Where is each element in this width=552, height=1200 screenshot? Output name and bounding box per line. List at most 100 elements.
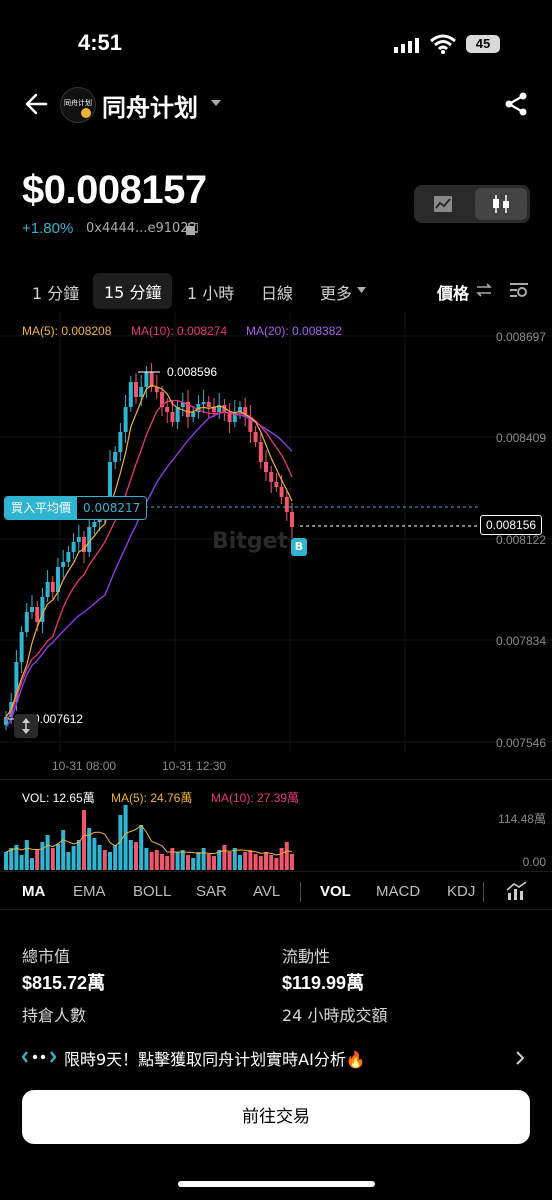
volume-bar [9, 848, 14, 870]
volume-bar [118, 815, 123, 870]
price-chart[interactable] [0, 312, 552, 782]
volume-bar [217, 850, 222, 870]
line-chart-tab[interactable] [417, 188, 469, 220]
volume-bar [14, 845, 19, 870]
vol-ma5-legend: MA(5): 24.76萬 [111, 791, 193, 805]
candle [118, 432, 123, 452]
buy-marker[interactable]: B [291, 538, 307, 556]
watermark: Bitget [212, 529, 289, 554]
candle [217, 405, 222, 412]
volume-bar [186, 855, 190, 870]
candle [258, 442, 263, 462]
volume-bar [269, 855, 274, 870]
volume-bar [222, 845, 227, 870]
ma20-line [5, 411, 293, 728]
indicator-divider [483, 882, 484, 902]
volume-bar [24, 840, 29, 870]
chart-settings-icon[interactable] [509, 281, 529, 299]
volume-bar [19, 855, 24, 870]
volume-bar [196, 852, 201, 870]
volume-axis-label: 114.48萬 [498, 812, 546, 826]
volume-bar [165, 856, 170, 870]
candle [253, 432, 258, 442]
promo-banner[interactable] [0, 1030, 552, 1084]
price-change: +1.80% [22, 220, 74, 237]
volume-ma5-line [5, 824, 293, 856]
candle [160, 392, 164, 407]
volume-bar [175, 852, 180, 870]
back-arrow-icon[interactable] [24, 92, 48, 116]
low-label: 0.007612 [33, 712, 84, 726]
volume-bar [139, 825, 144, 870]
chart-type-toggle[interactable] [414, 185, 530, 223]
tab-1h[interactable]: 1 小時 [187, 284, 235, 303]
status-time: 4:51 [78, 30, 123, 55]
indicator-ma[interactable]: MA [22, 883, 46, 900]
tab-1m[interactable]: 1 分鐘 [32, 284, 80, 303]
volume-bar [264, 852, 268, 870]
volume-24h-label: 24 小時成交額 [282, 1006, 388, 1025]
indicator-vol[interactable]: VOL [320, 883, 351, 900]
market-cap-value: $815.72萬 [22, 973, 106, 993]
candle [66, 552, 71, 562]
candle [40, 597, 45, 622]
indicator-avl[interactable]: AVL [253, 883, 281, 900]
volume-bar [279, 848, 284, 870]
go-to-trade-button[interactable]: 前往交易 [22, 1090, 530, 1144]
candle [290, 512, 294, 527]
volume-bar [71, 846, 76, 870]
candle [87, 527, 92, 552]
cellular-signal-icon [394, 38, 419, 53]
candle [165, 407, 170, 412]
chevron-right-icon [516, 1051, 524, 1065]
vol-legend: VOL: 12.65萬 [22, 791, 95, 805]
indicator-kdj[interactable]: KDJ [447, 883, 476, 900]
ma10-line [5, 399, 293, 722]
chevron-down-icon[interactable] [210, 99, 222, 107]
scroll-to-latest-button[interactable] [14, 714, 38, 738]
token-title[interactable]: 同舟计划 [102, 94, 198, 122]
copy-icon[interactable] [186, 223, 198, 235]
candle [76, 537, 81, 542]
price-toggle-label[interactable]: 價格 [437, 284, 470, 303]
swap-icon[interactable] [476, 283, 492, 297]
indicator-sar[interactable]: SAR [196, 883, 227, 900]
volume-bar [97, 845, 102, 870]
candle [212, 407, 216, 412]
candle [134, 382, 138, 397]
candle [175, 407, 180, 422]
indicator-boll[interactable]: BOLL [133, 883, 172, 900]
vol-ma10-legend: MA(10): 27.39萬 [211, 791, 300, 805]
volume-chart [4, 805, 294, 870]
candle [201, 402, 206, 404]
candlestick-chart-tab[interactable] [475, 188, 527, 220]
indicator-macd[interactable]: MACD [376, 883, 421, 900]
price-axis-label: 0.008409 [495, 431, 546, 445]
candle [222, 405, 227, 412]
candle [123, 407, 128, 432]
volume-bar [212, 856, 216, 870]
volume-bar [154, 850, 159, 870]
candle [56, 567, 60, 592]
candle [284, 497, 289, 512]
candle [264, 462, 268, 472]
candlestick-icon [493, 195, 509, 213]
share-icon[interactable] [504, 92, 528, 116]
tab-15m[interactable]: 15 分鐘 [93, 273, 173, 309]
candle [269, 472, 274, 482]
price-axis-label: 0.007546 [495, 736, 546, 750]
promo-text[interactable]: 限時9天！點擊獲取同舟计划實時AI分析🔥 [64, 1050, 366, 1069]
volume-bar [108, 852, 112, 870]
candle [19, 632, 24, 662]
wifi-icon [430, 34, 456, 54]
market-cap-label: 總市值 [22, 947, 71, 966]
indicator-ema[interactable]: EMA [73, 883, 106, 900]
tab-more[interactable]: 更多 [320, 284, 353, 303]
holders-label: 持倉人數 [22, 1006, 87, 1025]
volume-bar [206, 854, 211, 870]
volume-bar [128, 840, 133, 870]
tab-1d[interactable]: 日線 [261, 284, 294, 303]
indicator-settings-icon[interactable] [506, 881, 528, 901]
contract-address[interactable]: 0x4444...e91022 [86, 221, 197, 236]
line-chart-icon [434, 196, 452, 212]
